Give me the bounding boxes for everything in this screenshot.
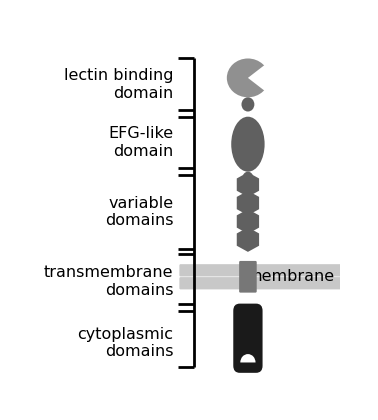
FancyBboxPatch shape xyxy=(233,304,263,373)
Polygon shape xyxy=(237,172,259,197)
FancyBboxPatch shape xyxy=(239,261,257,293)
Text: membrane: membrane xyxy=(246,269,334,284)
Text: EFG-like
domain: EFG-like domain xyxy=(108,126,173,159)
Ellipse shape xyxy=(231,117,265,172)
FancyBboxPatch shape xyxy=(180,277,347,289)
Text: cytoplasmic
domains: cytoplasmic domains xyxy=(77,327,173,359)
Wedge shape xyxy=(240,354,256,362)
Polygon shape xyxy=(237,209,259,234)
Circle shape xyxy=(243,172,253,183)
Text: lectin binding
domain: lectin binding domain xyxy=(64,68,173,100)
Polygon shape xyxy=(237,227,259,252)
Circle shape xyxy=(242,97,254,112)
Polygon shape xyxy=(237,191,259,215)
FancyBboxPatch shape xyxy=(180,264,347,276)
Wedge shape xyxy=(248,63,272,93)
Ellipse shape xyxy=(227,58,269,97)
Text: transmembrane
domains: transmembrane domains xyxy=(44,265,173,298)
Text: variable
domains: variable domains xyxy=(105,196,173,228)
